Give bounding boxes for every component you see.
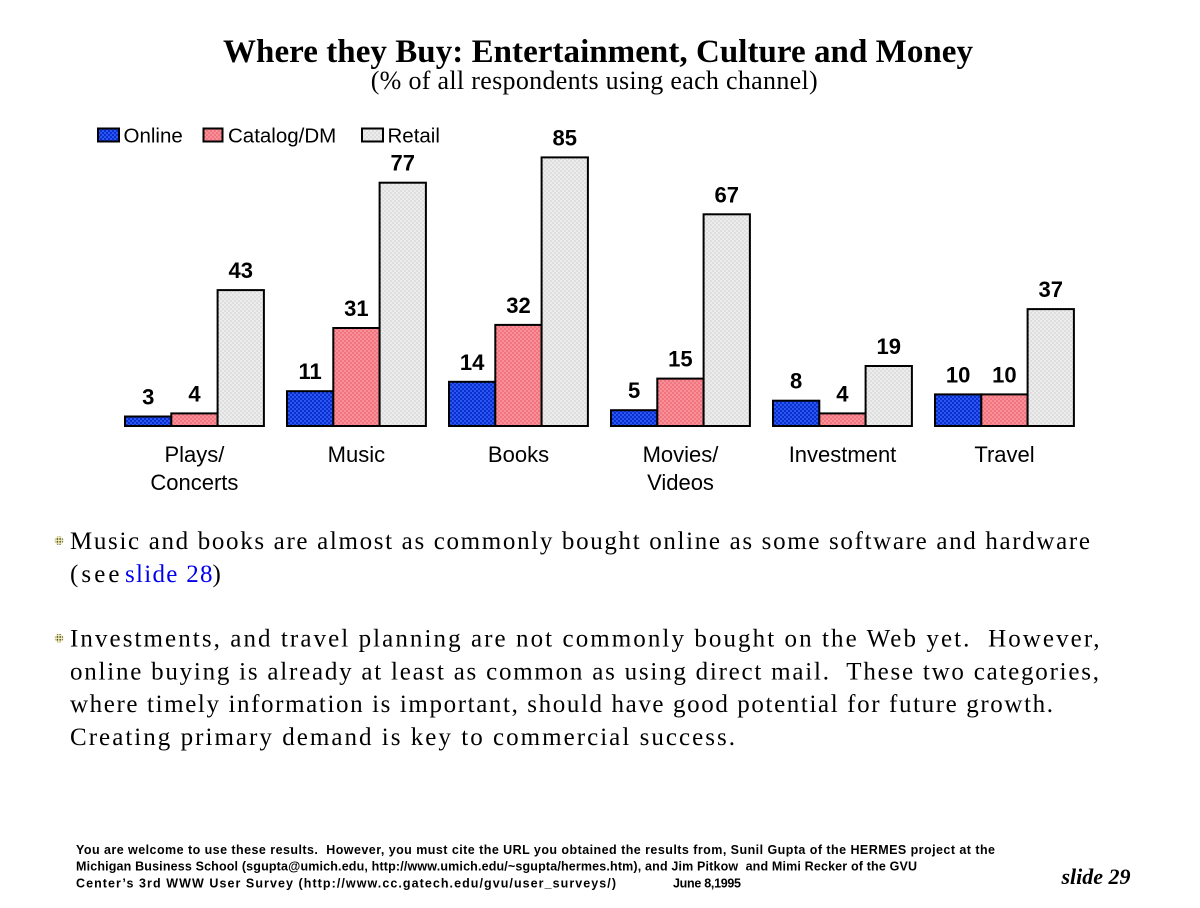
svg-text:Creating primary demand is key: Creating primary demand is key to commer… bbox=[70, 724, 735, 751]
svg-text:online buying is already at le: online buying is already at least as com… bbox=[70, 658, 1099, 685]
svg-text:31: 31 bbox=[344, 296, 368, 321]
svg-text:slide 28: slide 28 bbox=[125, 561, 213, 588]
svg-text:Concerts: Concerts bbox=[150, 470, 238, 495]
svg-text:14: 14 bbox=[460, 350, 485, 375]
svg-text:slide 29: slide 29 bbox=[1061, 864, 1131, 889]
svg-text:4: 4 bbox=[188, 381, 201, 406]
svg-text:8: 8 bbox=[790, 369, 802, 394]
svg-text:37: 37 bbox=[1039, 277, 1063, 302]
svg-text:5: 5 bbox=[628, 378, 640, 403]
svg-text:Movies/: Movies/ bbox=[643, 442, 720, 467]
svg-text:You are welcome to use these r: You are welcome to use these results. Ho… bbox=[76, 843, 995, 857]
svg-text:Catalog/DM: Catalog/DM bbox=[228, 125, 336, 148]
svg-text:4: 4 bbox=[836, 381, 849, 406]
svg-text:85: 85 bbox=[553, 125, 577, 150]
svg-text:Michigan Business School (sgup: Michigan Business School (sgupta@umich.e… bbox=[76, 860, 917, 874]
svg-text:77: 77 bbox=[391, 151, 415, 176]
svg-text:Online: Online bbox=[124, 125, 183, 148]
svg-text:10: 10 bbox=[946, 362, 970, 387]
svg-text:Videos: Videos bbox=[647, 470, 714, 495]
svg-text:3: 3 bbox=[142, 385, 154, 410]
svg-text:June 8,1995: June 8,1995 bbox=[673, 876, 741, 890]
svg-text:10: 10 bbox=[992, 362, 1016, 387]
svg-text:15: 15 bbox=[668, 347, 692, 372]
svg-text:32: 32 bbox=[506, 293, 530, 318]
svg-text:(% of all respondents using ea: (% of all respondents using each channel… bbox=[371, 66, 818, 95]
svg-text:Music and books are almost as: Music and books are almost as commonly b… bbox=[70, 528, 1090, 555]
svg-text:Music: Music bbox=[328, 442, 385, 467]
svg-text:Travel: Travel bbox=[974, 442, 1034, 467]
svg-text:(see: (see bbox=[70, 561, 120, 588]
svg-text:Investment: Investment bbox=[789, 442, 897, 467]
svg-text:where timely information is im: where timely information is important, s… bbox=[70, 691, 1053, 718]
svg-text:Books: Books bbox=[488, 442, 549, 467]
svg-text:Plays/: Plays/ bbox=[164, 442, 225, 467]
svg-text:19: 19 bbox=[877, 334, 901, 359]
svg-text:Investments, and travel planni: Investments, and travel planning are not… bbox=[70, 626, 1100, 653]
svg-text:Center’s 3rd WWW User Survey (: Center’s 3rd WWW User Survey (http://www… bbox=[76, 876, 616, 890]
svg-text:Retail: Retail bbox=[388, 125, 440, 148]
svg-text:Where they Buy: Entertainment,: Where they Buy: Entertainment, Culture a… bbox=[223, 34, 974, 70]
svg-text:): ) bbox=[213, 561, 221, 588]
svg-text:43: 43 bbox=[229, 258, 253, 283]
svg-text:67: 67 bbox=[715, 182, 739, 207]
svg-text:11: 11 bbox=[298, 359, 321, 384]
